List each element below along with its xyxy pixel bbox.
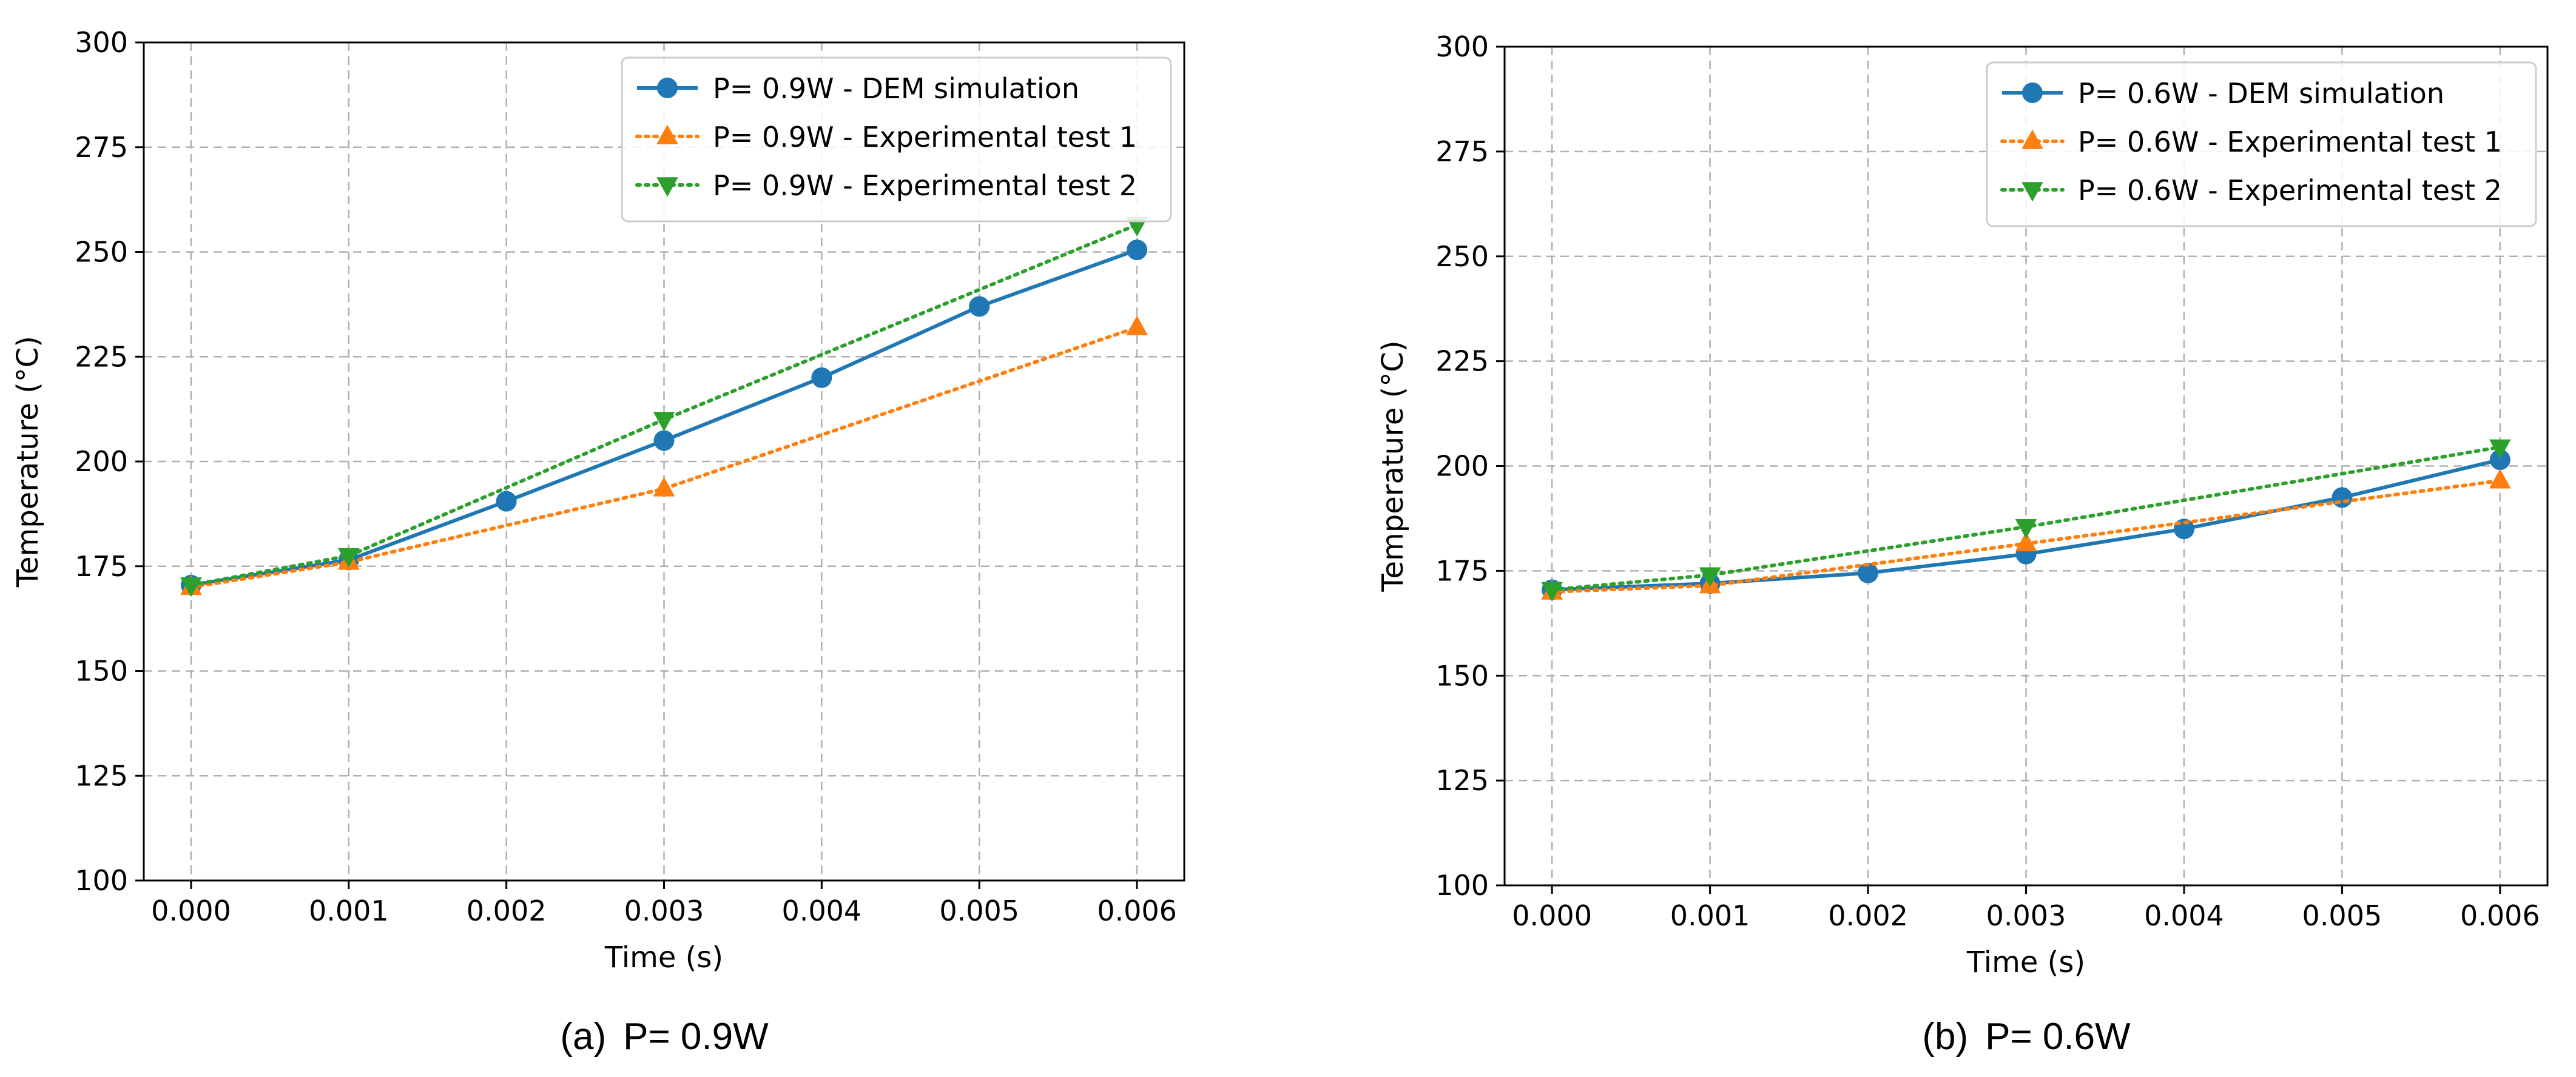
x-tick-label: 0.006 (2460, 899, 2540, 932)
series-group (1541, 439, 2511, 602)
y-tick-label: 100 (1435, 869, 1489, 902)
y-axis-label: Temperature (°C) (11, 336, 45, 588)
chart-panel-a: 0.000 0.001 0.002 0.003 0.004 0.005 0.006 1001… (11, 26, 1185, 1058)
x-tick-label: 0.002 (467, 894, 547, 927)
data-point-series-3 (653, 412, 675, 432)
x-tick-label: 0.000 (1512, 899, 1592, 932)
legend-swatch-marker (657, 78, 678, 98)
legend-box (1986, 61, 2537, 227)
y-axis-label: Temperature (°C) (1376, 340, 1410, 592)
y-tick-label: 125 (1435, 764, 1489, 797)
y-axis: 100 125 150 175 200 225 250 275 300 (75, 26, 144, 897)
x-tick-label: 0.003 (624, 894, 704, 927)
y-tick-label: 250 (1435, 240, 1489, 273)
chart-panel-b: 0.000 0.001 0.002 0.003 0.004 0.005 0.006 1001… (1376, 30, 2549, 1058)
data-point-series-1 (2489, 449, 2510, 471)
legend-swatch-marker (2021, 129, 2043, 149)
series-line-2 (1550, 478, 2502, 594)
x-tick-label: 0.002 (1828, 899, 1908, 932)
y-tick-label: 225 (1435, 345, 1489, 378)
data-point-series-3 (2015, 519, 2037, 539)
data-point-series-3 (180, 577, 202, 597)
x-axis: 0.000 0.001 0.002 0.003 0.004 0.005 0.006 (1512, 885, 2540, 932)
x-tick-label: 0.000 (151, 894, 231, 927)
y-tick-label: 200 (75, 445, 128, 478)
x-axis-label: Time (s) (1966, 945, 2085, 979)
legend-entry-label: P= 0.6W - DEM simulation (2078, 77, 2444, 110)
x-tick-label: 0.001 (1670, 899, 1750, 932)
data-point-series-1 (1858, 562, 1879, 583)
series-line-3 (189, 223, 1139, 587)
data-point-series-1 (1127, 240, 1148, 261)
legend-swatch-marker (656, 177, 678, 197)
legend-swatch-marker (2021, 182, 2043, 202)
legend: P= 0.6W - DEM simulation P= 0.6W - Experi… (1986, 61, 2537, 227)
data-point-series-3 (1541, 582, 1563, 602)
y-tick-label: 275 (1435, 135, 1489, 168)
x-tick-label: 0.001 (309, 894, 389, 927)
data-point-series-3 (1699, 567, 1721, 587)
x-tick-label: 0.005 (939, 894, 1019, 927)
data-point-series-2 (2489, 469, 2511, 489)
y-tick-label: 200 (1435, 450, 1489, 483)
caption-tag: (a) (560, 1016, 606, 1058)
y-tick-label: 100 (75, 864, 128, 897)
legend-swatch-marker (2022, 82, 2043, 103)
data-point-series-1 (653, 430, 675, 451)
legend-swatch-marker (656, 124, 678, 144)
x-tick-label: 0.006 (1097, 894, 1177, 927)
legend-entry-label: P= 0.9W - Experimental test 1 (713, 121, 1137, 153)
legend-entry-label: P= 0.6W - Experimental test 1 (2078, 126, 2502, 158)
series-line-2 (189, 325, 1139, 589)
y-tick-label: 225 (75, 340, 128, 373)
series-group (180, 216, 1148, 597)
data-point-series-3 (337, 548, 360, 568)
caption-tag: (b) (1922, 1016, 1968, 1058)
y-tick-label: 300 (1435, 30, 1489, 63)
y-tick-label: 175 (1435, 554, 1489, 587)
y-tick-label: 125 (75, 759, 128, 792)
y-tick-label: 175 (75, 550, 128, 583)
x-axis-label: Time (s) (604, 941, 723, 975)
y-tick-label: 275 (75, 131, 128, 164)
data-point-series-1 (496, 491, 517, 512)
series-line-3 (1550, 445, 2502, 592)
x-tick-label: 0.003 (1986, 899, 2066, 932)
legend-box (621, 56, 1172, 223)
data-point-series-2 (1126, 315, 1148, 335)
data-point-series-2 (2015, 531, 2037, 552)
x-axis: 0.000 0.001 0.002 0.003 0.004 0.005 0.006 (151, 881, 1177, 927)
x-tick-label: 0.005 (2302, 899, 2382, 932)
legend-entry-label: P= 0.6W - Experimental test 2 (2078, 174, 2502, 207)
y-tick-label: 150 (1435, 659, 1489, 692)
x-tick-label: 0.004 (2144, 899, 2224, 932)
legend: P= 0.9W - DEM simulation P= 0.9W - Experi… (621, 56, 1172, 223)
figure-caption-b: (b) P= 0.6W (1922, 1016, 2131, 1058)
caption-text: P= 0.6W (1985, 1016, 2131, 1058)
y-tick-label: 250 (75, 236, 128, 269)
data-point-series-2 (653, 477, 675, 497)
y-tick-label: 300 (75, 26, 128, 59)
legend-entry-label: P= 0.9W - Experimental test 2 (713, 169, 1137, 202)
figure-caption-a: (a) P= 0.9W (560, 1016, 769, 1058)
data-point-series-1 (969, 296, 990, 317)
data-point-series-3 (2489, 439, 2511, 459)
data-point-series-1 (2332, 487, 2353, 508)
data-point-series-1 (811, 367, 832, 388)
caption-text: P= 0.9W (623, 1016, 769, 1058)
legend-entry-label: P= 0.9W - DEM simulation (713, 72, 1079, 105)
y-tick-label: 150 (75, 655, 128, 688)
y-axis: 100 125 150 175 200 225 250 275 300 (1435, 30, 1505, 902)
x-tick-label: 0.004 (781, 894, 861, 927)
